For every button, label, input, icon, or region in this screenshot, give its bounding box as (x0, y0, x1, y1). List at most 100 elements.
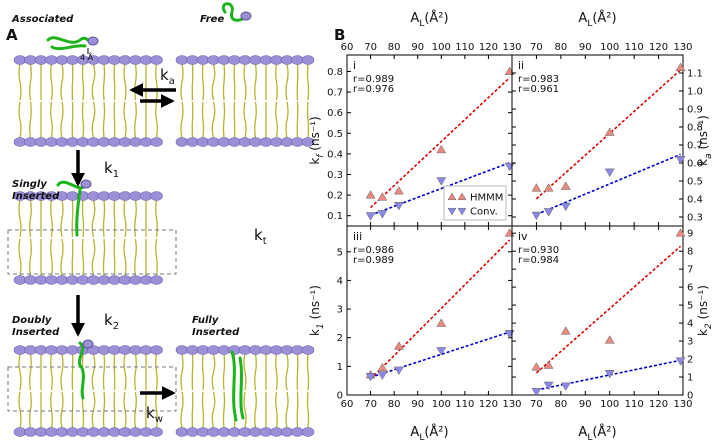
data-point (393, 366, 404, 376)
y-tick-label: 0.5 (327, 129, 343, 140)
lipid-tail (222, 391, 226, 429)
lipid-tail (71, 239, 74, 277)
lipid-tail (91, 238, 96, 277)
data-point (604, 127, 615, 136)
lipid-head (150, 345, 163, 355)
rate-label: k2 (104, 311, 119, 332)
y-axis-label: k2 (ns⁻¹) (696, 285, 714, 336)
lipid-tail (81, 199, 85, 238)
lipid-tail (201, 63, 205, 101)
data-point (560, 181, 571, 190)
y-axis-label: ka (ns⁻¹) (696, 115, 714, 166)
data-point (560, 202, 571, 212)
panel-number: iv (518, 230, 528, 243)
lipid-tail (134, 391, 137, 429)
data-point (675, 357, 686, 366)
lipid-tail (113, 239, 116, 277)
data-point (675, 228, 686, 237)
data-point (543, 381, 554, 391)
lipid-head (301, 427, 315, 437)
membrane (13, 191, 163, 285)
lipid-tail (91, 391, 96, 429)
lipid-tail (222, 101, 226, 139)
data-point (504, 228, 515, 237)
lipid-tail (254, 353, 257, 391)
fit-line (535, 245, 682, 374)
lipid-tail (29, 238, 32, 277)
lipid-tail (134, 101, 137, 139)
lipid-tail (113, 353, 116, 391)
lipid-tail (243, 391, 247, 429)
y-axis-label: kf (ns⁻¹) (308, 116, 326, 164)
lipid-tail (275, 353, 278, 391)
lipid-tail (29, 63, 32, 101)
lipid-tail (306, 391, 310, 429)
lipid-tail (60, 391, 64, 429)
lipid-head (150, 55, 163, 65)
data-point (393, 185, 404, 195)
lipid-tail (155, 63, 158, 101)
x-tick-label: 120 (649, 399, 668, 410)
x-tick-label: 70 (530, 399, 543, 410)
y-tick-label: 0.1 (327, 211, 343, 222)
lipid-tail (29, 353, 32, 391)
label-part: 2 (704, 323, 714, 329)
y-tick-label: 1.1 (687, 69, 703, 80)
lipid-tail (18, 391, 22, 429)
lipid-tail (211, 391, 216, 429)
x-axis-label: AL(Å²) (578, 10, 616, 29)
data-point (377, 210, 388, 219)
y-tick-label: 0.3 (687, 213, 703, 224)
data-point (604, 335, 615, 344)
lipid-tail (102, 353, 106, 391)
lipid-tail (71, 353, 74, 391)
lipid-tail (102, 199, 106, 238)
lipid-tail (71, 199, 74, 237)
lipid-tail (222, 353, 226, 391)
lipid-tail (113, 63, 116, 101)
label-part: k (308, 158, 322, 165)
lipid-tail (285, 101, 289, 139)
data-point (504, 162, 515, 172)
lipid-tail (222, 63, 226, 101)
lipid-tail (285, 391, 289, 429)
lipid-tail (155, 199, 158, 238)
r-annotation: r=0.989 (353, 74, 394, 85)
r-annotation: r=0.989 (353, 255, 394, 266)
x-tick-label: 60 (341, 399, 354, 410)
fit-line (370, 77, 511, 209)
y-tick-label: 0.2 (327, 191, 343, 202)
x-tick-label: 70 (530, 42, 543, 53)
data-point (531, 388, 542, 397)
state-label: Inserted (192, 327, 240, 338)
label-part: (ns⁻¹) (696, 285, 710, 323)
lipid-tail (29, 391, 32, 429)
y-tick-label: 4 (337, 276, 343, 287)
y-tick-label: 0 (687, 391, 693, 402)
lipid-tail (91, 63, 96, 101)
legend-marker (457, 207, 467, 216)
data-point (504, 330, 515, 339)
y-tick-label: 0.4 (327, 149, 343, 160)
lipid-tail (102, 101, 106, 139)
y-tick-label: 1 (687, 373, 693, 384)
lipid-tail (50, 63, 53, 101)
lipid-tail (275, 63, 278, 101)
label-part: A (410, 11, 419, 26)
data-point (365, 212, 376, 221)
lipid-tail (113, 391, 116, 429)
x-tick-label: 90 (579, 399, 592, 410)
legend-label: Conv. (470, 207, 498, 218)
panel-label: A (6, 26, 18, 44)
rate-label: kw (146, 404, 163, 425)
lipid-tail (155, 238, 158, 277)
data-point (560, 326, 571, 335)
y-tick-label: 0.7 (327, 88, 343, 99)
state-label: Inserted (12, 327, 60, 338)
y-tick-label: 0.4 (687, 195, 703, 206)
data-point (436, 318, 447, 327)
data-point (604, 370, 615, 379)
label-part: (Å²) (592, 10, 616, 26)
lipid-tail (155, 353, 158, 391)
lipid-tail (71, 63, 74, 101)
